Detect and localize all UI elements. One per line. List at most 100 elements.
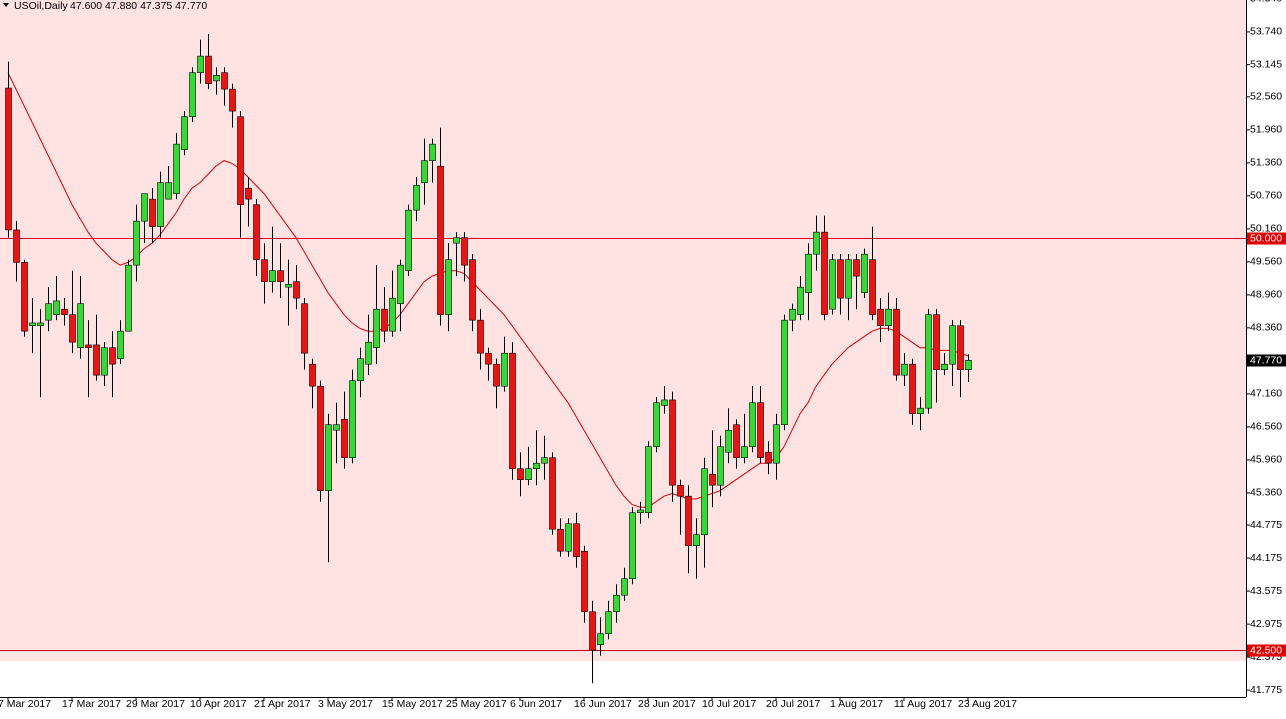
bull-candle bbox=[445, 259, 452, 315]
bear-candle bbox=[277, 270, 284, 282]
bull-candle bbox=[917, 407, 924, 414]
bear-candle bbox=[5, 87, 12, 231]
bear-candle bbox=[493, 363, 500, 387]
bear-candle bbox=[309, 363, 316, 387]
bull-candle bbox=[901, 363, 908, 376]
bull-candle bbox=[725, 429, 732, 453]
bull-candle bbox=[453, 237, 460, 244]
bear-candle bbox=[933, 314, 940, 370]
bear-candle bbox=[869, 259, 876, 315]
bull-candle bbox=[357, 358, 364, 381]
bear-candle bbox=[909, 363, 916, 414]
bull-candle bbox=[429, 143, 436, 161]
level-label-box bbox=[1247, 232, 1286, 245]
level-label: 42.500 bbox=[1250, 644, 1282, 656]
bear-candle bbox=[229, 88, 236, 112]
x-tick-label: 16 Jun 2017 bbox=[574, 698, 632, 710]
bear-candle bbox=[517, 468, 524, 481]
bull-candle bbox=[45, 303, 52, 321]
bull-candle bbox=[77, 303, 84, 348]
bull-candle bbox=[845, 259, 852, 299]
y-tick-label: 44.175 bbox=[1250, 552, 1282, 564]
y-tick-label: 45.360 bbox=[1250, 487, 1282, 499]
quote: 47.600 47.880 47.375 47.770 bbox=[70, 0, 207, 12]
bull-candle bbox=[653, 402, 660, 447]
x-tick-label: 10 Apr 2017 bbox=[190, 698, 247, 710]
current-price-box bbox=[1247, 354, 1286, 367]
bear-candle bbox=[669, 399, 676, 486]
bear-candle bbox=[477, 319, 484, 354]
bull-candle bbox=[605, 611, 612, 635]
menu-triangle bbox=[3, 3, 9, 7]
bull-candle bbox=[645, 446, 652, 514]
x-tick-label: 21 Apr 2017 bbox=[254, 698, 311, 710]
bear-candle bbox=[837, 259, 844, 299]
plot-area bbox=[0, 34, 1246, 684]
bear-candle bbox=[485, 352, 492, 365]
bull-candle bbox=[133, 220, 140, 266]
bear-candle bbox=[733, 424, 740, 458]
y-tick-label: 54.340 bbox=[1250, 0, 1282, 5]
level-label: 50.000 bbox=[1250, 232, 1282, 244]
bear-candle bbox=[765, 451, 772, 464]
x-tick-label: 1 Aug 2017 bbox=[830, 698, 883, 710]
y-tick-label: 41.775 bbox=[1250, 684, 1282, 696]
bull-candle bbox=[325, 424, 332, 492]
bear-candle bbox=[261, 259, 268, 282]
bull-candle bbox=[189, 72, 196, 117]
bear-candle bbox=[557, 528, 564, 552]
bull-candle bbox=[141, 193, 148, 222]
bear-candle bbox=[85, 344, 92, 348]
bull-candle bbox=[373, 308, 380, 348]
bull-candle bbox=[29, 322, 36, 326]
bear-candle bbox=[109, 347, 116, 365]
bull-candle bbox=[349, 380, 356, 458]
bull-candle bbox=[213, 75, 220, 82]
bear-candle bbox=[757, 402, 764, 458]
x-tick-label: 7 Mar 2017 bbox=[0, 698, 51, 710]
bear-candle bbox=[61, 308, 68, 315]
y-tick-label: 53.740 bbox=[1250, 26, 1282, 38]
bear-candle bbox=[573, 523, 580, 558]
bear-candle bbox=[549, 457, 556, 530]
bull-candle bbox=[533, 462, 540, 470]
chart-title: USOil,Daily bbox=[14, 0, 68, 12]
current-price-label: 47.770 bbox=[1250, 354, 1282, 366]
y-tick-label: 52.560 bbox=[1250, 91, 1282, 103]
bull-candle bbox=[541, 457, 548, 464]
y-tick-label: 44.775 bbox=[1250, 519, 1282, 531]
x-tick-label: 29 Mar 2017 bbox=[126, 698, 185, 710]
bull-candle bbox=[773, 424, 780, 464]
bear-candle bbox=[149, 198, 156, 227]
bull-candle bbox=[613, 594, 620, 613]
bear-candle bbox=[957, 325, 964, 370]
y-tick-label: 48.960 bbox=[1250, 289, 1282, 301]
bear-candle bbox=[461, 237, 468, 266]
bull-candle bbox=[861, 253, 868, 293]
bull-candle bbox=[789, 308, 796, 321]
bear-candle bbox=[205, 55, 212, 84]
bull-candle bbox=[805, 253, 812, 293]
bear-candle bbox=[237, 116, 244, 205]
x-tick-label: 11 Aug 2017 bbox=[894, 698, 952, 710]
bear-candle bbox=[69, 314, 76, 343]
y-tick-label: 46.560 bbox=[1250, 421, 1282, 433]
y-tick-label: 43.575 bbox=[1250, 585, 1282, 597]
bear-candle bbox=[581, 550, 588, 613]
level-label-box bbox=[1247, 644, 1286, 657]
bull-candle bbox=[941, 363, 948, 370]
bull-candle bbox=[661, 399, 668, 406]
bear-candle bbox=[301, 303, 308, 354]
x-tick-label: 6 Jun 2017 bbox=[510, 698, 562, 710]
bull-candle bbox=[525, 468, 532, 481]
bear-candle bbox=[253, 204, 260, 260]
y-tick-label: 49.560 bbox=[1250, 256, 1282, 268]
y-tick-label: 53.145 bbox=[1250, 58, 1282, 70]
x-tick-label: 28 Jun 2017 bbox=[638, 698, 696, 710]
bull-candle bbox=[501, 352, 508, 387]
bear-candle bbox=[709, 473, 716, 486]
bear-candle bbox=[245, 187, 252, 200]
bull-candle bbox=[269, 270, 276, 282]
bull-candle bbox=[797, 286, 804, 315]
